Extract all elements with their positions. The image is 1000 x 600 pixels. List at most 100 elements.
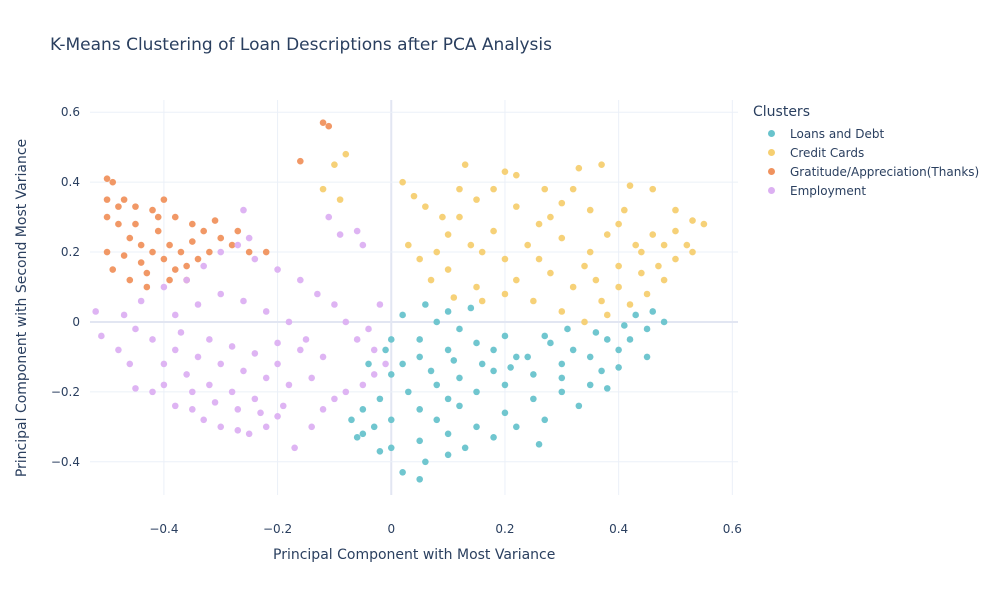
point-loans-and-debt[interactable]: [416, 353, 423, 361]
point-employment[interactable]: [297, 276, 304, 284]
point-credit-cards[interactable]: [473, 283, 480, 291]
point-gratitude-appreciation-thanks[interactable]: [137, 259, 145, 266]
point-employment[interactable]: [331, 395, 338, 403]
point-loans-and-debt[interactable]: [422, 458, 429, 466]
point-gratitude-appreciation-thanks[interactable]: [211, 217, 219, 224]
point-loans-and-debt[interactable]: [433, 416, 441, 424]
point-gratitude-appreciation-thanks[interactable]: [132, 203, 139, 210]
point-employment[interactable]: [331, 301, 338, 308]
point-employment[interactable]: [257, 409, 264, 417]
point-loans-and-debt[interactable]: [569, 346, 577, 354]
point-loans-and-debt[interactable]: [444, 430, 452, 438]
point-credit-cards[interactable]: [524, 241, 531, 249]
point-credit-cards[interactable]: [558, 234, 566, 242]
point-loans-and-debt[interactable]: [433, 381, 441, 389]
point-credit-cards[interactable]: [586, 248, 594, 256]
point-employment[interactable]: [285, 318, 293, 326]
point-loans-and-debt[interactable]: [433, 318, 441, 326]
point-gratitude-appreciation-thanks[interactable]: [217, 234, 225, 242]
point-credit-cards[interactable]: [513, 171, 520, 179]
point-credit-cards[interactable]: [473, 196, 480, 203]
point-credit-cards[interactable]: [547, 269, 554, 277]
point-credit-cards[interactable]: [439, 213, 446, 221]
point-loans-and-debt[interactable]: [513, 353, 520, 361]
point-employment[interactable]: [137, 297, 145, 305]
point-credit-cards[interactable]: [416, 255, 423, 263]
point-credit-cards[interactable]: [535, 220, 543, 228]
point-credit-cards[interactable]: [660, 241, 668, 249]
point-credit-cards[interactable]: [598, 297, 605, 305]
point-loans-and-debt[interactable]: [501, 332, 509, 340]
point-credit-cards[interactable]: [433, 248, 441, 256]
point-gratitude-appreciation-thanks[interactable]: [319, 119, 327, 127]
point-credit-cards[interactable]: [649, 185, 657, 193]
point-loans-and-debt[interactable]: [660, 318, 668, 326]
point-employment[interactable]: [359, 241, 367, 249]
point-gratitude-appreciation-thanks[interactable]: [166, 276, 173, 284]
point-loans-and-debt[interactable]: [359, 430, 367, 438]
point-employment[interactable]: [376, 301, 384, 308]
point-employment[interactable]: [217, 290, 225, 298]
point-employment[interactable]: [98, 332, 105, 340]
point-employment[interactable]: [365, 325, 372, 333]
point-gratitude-appreciation-thanks[interactable]: [200, 227, 207, 235]
point-gratitude-appreciation-thanks[interactable]: [143, 283, 151, 291]
point-loans-and-debt[interactable]: [513, 423, 520, 431]
point-employment[interactable]: [308, 423, 315, 431]
point-employment[interactable]: [342, 318, 350, 326]
point-credit-cards[interactable]: [672, 255, 679, 263]
point-gratitude-appreciation-thanks[interactable]: [297, 157, 304, 165]
point-gratitude-appreciation-thanks[interactable]: [126, 276, 134, 284]
point-employment[interactable]: [285, 381, 293, 389]
point-employment[interactable]: [319, 353, 327, 361]
point-loans-and-debt[interactable]: [416, 336, 423, 343]
point-credit-cards[interactable]: [581, 262, 588, 270]
point-loans-and-debt[interactable]: [444, 308, 452, 315]
point-employment[interactable]: [234, 427, 242, 434]
point-loans-and-debt[interactable]: [649, 308, 657, 315]
point-credit-cards[interactable]: [643, 290, 651, 298]
point-gratitude-appreciation-thanks[interactable]: [126, 234, 134, 242]
point-gratitude-appreciation-thanks[interactable]: [143, 269, 151, 277]
point-employment[interactable]: [160, 381, 168, 389]
point-loans-and-debt[interactable]: [422, 301, 429, 308]
point-credit-cards[interactable]: [513, 203, 520, 210]
point-employment[interactable]: [217, 360, 225, 368]
point-loans-and-debt[interactable]: [444, 346, 452, 354]
point-gratitude-appreciation-thanks[interactable]: [109, 266, 117, 273]
point-employment[interactable]: [359, 381, 367, 389]
point-gratitude-appreciation-thanks[interactable]: [183, 262, 190, 270]
point-loans-and-debt[interactable]: [575, 402, 583, 410]
point-employment[interactable]: [370, 371, 378, 378]
point-credit-cards[interactable]: [592, 276, 600, 284]
point-loans-and-debt[interactable]: [530, 395, 537, 403]
point-credit-cards[interactable]: [575, 164, 583, 172]
point-employment[interactable]: [149, 388, 156, 396]
point-loans-and-debt[interactable]: [376, 395, 384, 403]
point-loans-and-debt[interactable]: [626, 336, 634, 343]
point-credit-cards[interactable]: [319, 185, 327, 193]
point-loans-and-debt[interactable]: [399, 360, 406, 368]
point-loans-and-debt[interactable]: [473, 388, 480, 396]
point-gratitude-appreciation-thanks[interactable]: [171, 266, 179, 273]
point-loans-and-debt[interactable]: [490, 346, 497, 354]
point-loans-and-debt[interactable]: [490, 434, 497, 441]
point-employment[interactable]: [115, 346, 122, 354]
point-employment[interactable]: [251, 350, 259, 357]
point-loans-and-debt[interactable]: [586, 353, 594, 361]
point-loans-and-debt[interactable]: [478, 360, 486, 368]
point-loans-and-debt[interactable]: [387, 416, 395, 424]
point-credit-cards[interactable]: [683, 241, 691, 249]
point-credit-cards[interactable]: [467, 241, 475, 249]
point-employment[interactable]: [319, 406, 327, 413]
point-credit-cards[interactable]: [342, 150, 350, 158]
point-employment[interactable]: [240, 367, 247, 375]
point-credit-cards[interactable]: [336, 196, 344, 203]
point-employment[interactable]: [206, 336, 213, 343]
point-loans-and-debt[interactable]: [416, 406, 423, 413]
point-gratitude-appreciation-thanks[interactable]: [160, 196, 168, 203]
point-gratitude-appreciation-thanks[interactable]: [154, 213, 162, 221]
point-loans-and-debt[interactable]: [456, 402, 463, 410]
point-credit-cards[interactable]: [331, 161, 338, 168]
